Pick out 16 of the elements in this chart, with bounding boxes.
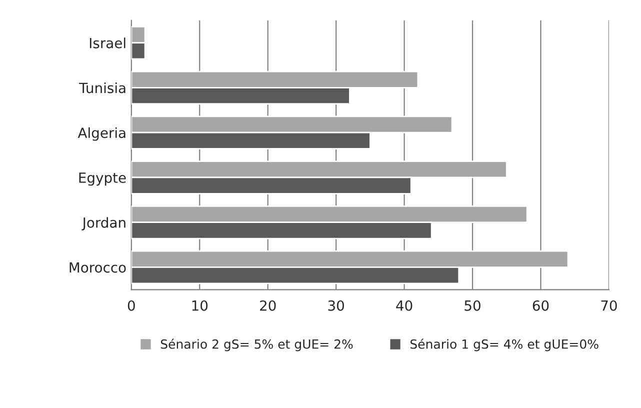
x-tick-label: 0 (128, 300, 135, 311)
y-tick-label: Jordan (82, 217, 126, 230)
y-tick-label: Tunisia (79, 82, 126, 94)
y-tick-label: Morocco (70, 262, 126, 273)
y-tick-label: Egypte (79, 172, 126, 186)
x-tick-label: 30 (328, 300, 344, 311)
y-tick-label: Algeria (78, 127, 126, 141)
x-tick-label: 50 (464, 300, 480, 311)
legend-label: Sénario 2 gS= 5% et gUE= 2% (160, 338, 353, 352)
x-tick-label: 20 (260, 300, 276, 311)
x-tick-label: 40 (396, 300, 412, 311)
x-tick-label: 10 (192, 300, 208, 311)
x-tick-label: 70 (601, 300, 617, 311)
x-tick-label: 60 (532, 300, 549, 311)
y-tick-label: Israel (90, 38, 126, 48)
legend-label: Sénario 1 gS= 4% et gUE=0% (410, 338, 598, 352)
